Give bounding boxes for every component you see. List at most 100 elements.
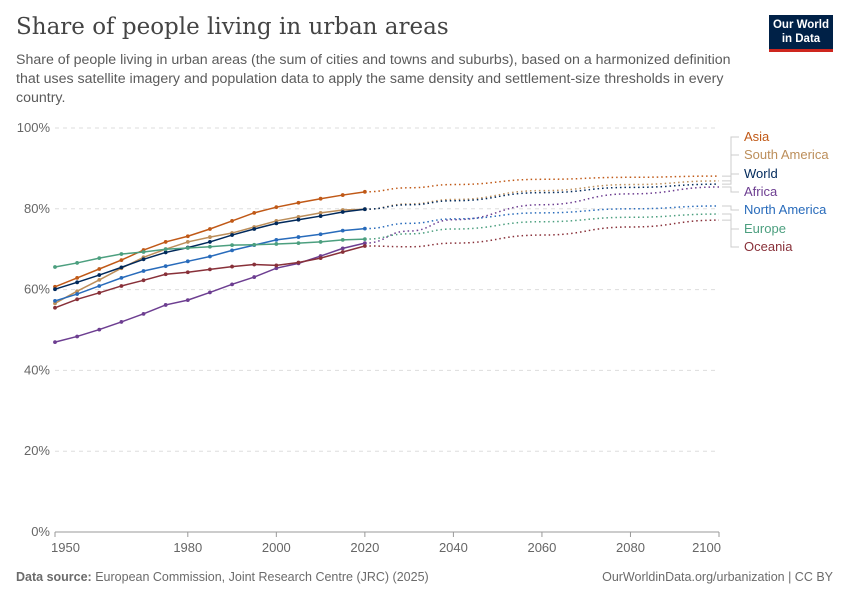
data-point-oceania [141, 278, 146, 283]
projection-line-africa [364, 186, 720, 244]
series-label-north-america: North America [744, 202, 827, 217]
data-point-south-america [296, 214, 301, 219]
series-line-asia [54, 191, 365, 288]
data-point-north-america [141, 269, 146, 273]
data-point-europe [252, 242, 257, 247]
data-point-europe [318, 240, 323, 244]
data-point-africa [252, 275, 257, 279]
series-label-world: World [744, 166, 778, 181]
data-point-north-america [53, 299, 57, 303]
data-point-world [163, 250, 168, 255]
data-point-asia [185, 234, 190, 239]
data-point-oceania [274, 263, 279, 268]
data-point-oceania [296, 260, 301, 265]
data-point-africa [185, 298, 190, 303]
data-point-africa [230, 282, 234, 287]
x-tick-label: 2100 [692, 540, 721, 555]
data-point-south-america [208, 235, 212, 239]
y-tick-label: 0% [31, 524, 50, 539]
label-connector [722, 154, 739, 182]
data-point-north-america [97, 284, 102, 288]
data-point-asia [318, 196, 323, 201]
data-point-north-america [318, 232, 323, 237]
x-tick-label: 2060 [527, 540, 556, 555]
data-point-europe [230, 243, 234, 248]
data-point-world [53, 287, 57, 292]
label-connector [722, 186, 739, 193]
series-label-south-america: South America [744, 147, 829, 162]
data-point-world [274, 221, 279, 226]
y-tick-label: 80% [24, 201, 50, 216]
data-point-world [208, 240, 212, 244]
data-point-north-america [119, 275, 124, 280]
data-point-south-america [97, 278, 102, 282]
data-point-europe [185, 246, 190, 250]
data-point-africa [97, 327, 102, 332]
data-point-asia [362, 189, 367, 194]
data-point-africa [75, 334, 80, 339]
x-tick-label: 2000 [262, 540, 291, 555]
data-point-europe [75, 261, 80, 265]
data-point-oceania [362, 244, 367, 248]
y-tick-label: 100% [17, 120, 51, 135]
x-tick-label: 2040 [439, 540, 468, 555]
data-point-europe [296, 241, 301, 246]
label-connector [722, 173, 739, 185]
data-point-asia [274, 205, 279, 210]
projection-line-world [364, 183, 720, 210]
data-point-africa [163, 303, 168, 307]
data-point-world [75, 280, 80, 285]
data-point-oceania [75, 297, 80, 302]
data-point-world [141, 257, 146, 262]
data-point-south-america [75, 289, 80, 294]
data-point-europe [97, 256, 102, 260]
data-point-africa [340, 246, 345, 251]
data-point-asia [97, 267, 102, 271]
data-point-world [318, 214, 323, 218]
projection-line-south-america [364, 180, 720, 210]
data-point-oceania [119, 284, 124, 288]
owid-logo[interactable]: Our World in Data [769, 15, 833, 52]
y-tick-label: 60% [24, 282, 50, 297]
data-point-oceania [53, 305, 57, 310]
data-point-oceania [97, 290, 102, 295]
data-point-asia [296, 200, 301, 205]
data-point-north-america [75, 292, 80, 296]
data-point-oceania [230, 264, 234, 269]
data-point-europe [340, 238, 345, 242]
series-label-asia: Asia [744, 129, 770, 144]
data-point-world [230, 233, 234, 237]
data-point-world [340, 210, 345, 214]
data-point-oceania [252, 262, 257, 267]
data-point-asia [230, 219, 234, 223]
data-point-asia [252, 210, 257, 215]
chart-title: Share of people living in urban areas [16, 14, 449, 40]
projection-line-oceania [364, 219, 720, 248]
data-point-south-america [185, 240, 190, 244]
data-point-africa [274, 266, 279, 271]
footer-link[interactable]: OurWorldinData.org/urbanization | CC BY [602, 570, 833, 584]
data-point-asia [340, 193, 345, 197]
data-point-world [362, 207, 367, 212]
source-label: Data source: [16, 570, 92, 584]
y-tick-label: 40% [24, 362, 50, 377]
data-point-asia [75, 275, 80, 280]
data-point-oceania [208, 267, 212, 272]
data-point-oceania [340, 250, 345, 254]
data-point-world [97, 273, 102, 277]
data-point-europe [274, 242, 279, 246]
source-text[interactable]: European Commission, Joint Research Cent… [95, 570, 429, 584]
data-point-oceania [185, 270, 190, 275]
data-point-oceania [163, 272, 168, 277]
data-point-world [119, 265, 124, 270]
data-point-oceania [318, 256, 323, 260]
x-tick-label: 1980 [173, 540, 202, 555]
data-point-europe [119, 252, 124, 256]
data-point-world [296, 217, 301, 222]
data-point-africa [362, 241, 367, 246]
data-point-europe [362, 237, 367, 242]
data-point-north-america [274, 238, 279, 242]
projection-line-asia [364, 175, 720, 193]
series-line-world [54, 208, 365, 290]
